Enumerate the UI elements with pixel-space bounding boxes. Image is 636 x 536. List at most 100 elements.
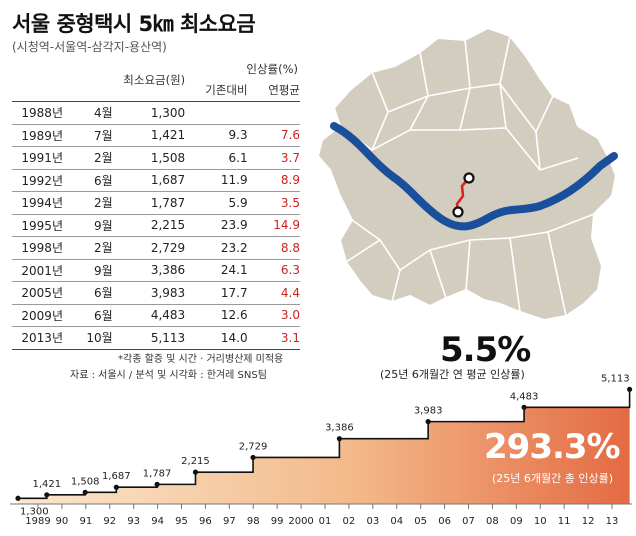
- cell-month: 6월: [94, 286, 113, 301]
- data-point: [425, 419, 431, 425]
- district-boundaries: [339, 35, 595, 317]
- annual-rate-label: (25년 6개월간 연 평균 인상률): [380, 368, 525, 381]
- total-rate-value: 293.3%: [484, 427, 621, 467]
- header-fare: 최소요금(원): [123, 72, 186, 87]
- cell-prev: 12.6: [220, 308, 248, 323]
- cell-avg: 3.1: [280, 330, 300, 345]
- cell-month: 2월: [94, 196, 113, 211]
- data-point: [44, 492, 50, 498]
- header-prev: 기존대비: [205, 83, 248, 98]
- header-increase: 인상률(%): [246, 61, 298, 76]
- annual-rate-value: 5.5%: [440, 330, 531, 370]
- data-label: 2,729: [239, 441, 268, 452]
- cell-year: 1998년: [21, 241, 63, 256]
- fare-row: 1989년 7월 1,421 9.3 7.6: [12, 124, 300, 147]
- x-tick-label: 09: [510, 516, 523, 527]
- header-avg: 연평균: [268, 83, 300, 98]
- cell-year: 1989년: [21, 128, 63, 143]
- cell-month: 2월: [94, 241, 113, 256]
- data-point: [15, 495, 21, 501]
- cell-prev: 23.2: [220, 240, 248, 255]
- data-label: 1,508: [71, 476, 100, 487]
- fare-area: [18, 389, 630, 504]
- cell-month: 6월: [94, 308, 113, 323]
- fare-row: 1988년 4월 1,300: [12, 101, 300, 124]
- x-tick-label: 90: [56, 516, 69, 527]
- cell-fare: 2,215: [150, 218, 186, 233]
- cell-month: 9월: [94, 263, 113, 278]
- cell-month: 7월: [94, 128, 113, 143]
- x-tick-label: 03: [366, 516, 379, 527]
- data-point: [192, 469, 199, 475]
- cell-prev: 17.7: [220, 285, 248, 300]
- x-tick-label: 11: [558, 516, 571, 527]
- cell-month: 4월: [94, 106, 113, 121]
- note-surcharge: *각종 할증 및 시간 · 거리병산제 미적용: [118, 354, 284, 365]
- fare-row: 1992년 6월 1,687 11.9 8.9: [12, 169, 300, 192]
- data-label: 1,300: [20, 506, 49, 517]
- cell-avg: 4.4: [280, 285, 300, 300]
- cell-avg: 14.9: [273, 218, 300, 233]
- x-tick-label: 97: [223, 516, 236, 527]
- data-point: [82, 489, 88, 495]
- cell-fare: 1,687: [150, 173, 186, 188]
- cell-prev: 6.1: [228, 150, 248, 165]
- cell-year: 2013년: [21, 331, 63, 346]
- han-river: [330, 122, 618, 231]
- cell-fare: 3,983: [150, 285, 186, 300]
- x-tick-label: 02: [343, 516, 356, 527]
- x-tick-label: 08: [486, 516, 499, 527]
- cell-month: 2월: [94, 151, 113, 166]
- data-point: [336, 436, 342, 442]
- cell-fare: 4,483: [150, 308, 186, 323]
- cell-month: 6월: [94, 173, 113, 188]
- x-tick-label: 99: [271, 516, 284, 527]
- cell-prev: 14.0: [220, 330, 248, 345]
- page-title: 서울 중형택시 5㎞ 최소요금: [12, 12, 256, 36]
- x-tick-label: 07: [462, 516, 475, 527]
- data-label: 4,483: [510, 391, 539, 402]
- x-tick-label: 2000: [288, 516, 313, 527]
- cell-prev: 5.9: [228, 195, 248, 210]
- data-point: [250, 454, 256, 461]
- fare-row: 1995년 9월 2,215 23.9 14.9: [12, 214, 300, 237]
- x-tick-label: 13: [606, 516, 619, 527]
- fare-row: 1994년 2월 1,787 5.9 3.5: [12, 192, 300, 214]
- cell-avg: 3.7: [280, 150, 300, 165]
- cell-year: 1988년: [21, 106, 63, 121]
- page-subtitle: (시청역-서울역-삼각지-용산역): [12, 40, 167, 54]
- x-tick-label: 98: [247, 516, 260, 527]
- cell-year: 1991년: [21, 151, 63, 166]
- cell-avg: 8.8: [280, 240, 300, 255]
- note-source: 자료 : 서울시 / 분석 및 시각화 : 한겨레 SNS팀: [70, 370, 267, 381]
- cell-fare: 1,787: [150, 195, 186, 210]
- data-point: [154, 481, 160, 487]
- route-end-marker: [452, 206, 464, 218]
- fare-row: 2009년 6월 4,483 12.6 3.0: [12, 304, 300, 327]
- route-start-marker: [463, 172, 475, 184]
- cell-year: 1992년: [21, 173, 63, 188]
- x-tick-label: 05: [414, 516, 427, 527]
- data-point: [113, 484, 119, 490]
- cell-fare: 5,113: [150, 330, 186, 345]
- fare-row: 1998년 2월 2,729 23.2 8.8: [12, 237, 300, 259]
- cell-avg: 3.5: [280, 195, 300, 210]
- data-point: [521, 404, 527, 410]
- cell-year: 1995년: [21, 218, 63, 233]
- data-point: [627, 386, 633, 392]
- total-rate-label: (25년 6개월간 총 인상률): [492, 472, 614, 485]
- cell-prev: 11.9: [220, 173, 248, 188]
- fare-table-body: 1988년 4월 1,300 1989년 7월 1,421 9.3 7.6 1991년 2월 1,5…: [12, 101, 300, 349]
- x-tick-label: 1989: [25, 516, 50, 527]
- cell-year: 2009년: [21, 308, 63, 323]
- cell-fare: 2,729: [150, 240, 186, 255]
- data-label: 1,787: [143, 468, 172, 479]
- x-tick-label: 06: [438, 516, 451, 527]
- x-tick-label: 12: [582, 516, 595, 527]
- data-label: 3,386: [325, 423, 354, 434]
- cell-prev: 9.3: [228, 128, 248, 143]
- x-tick-label: 95: [175, 516, 188, 527]
- cell-avg: 6.3: [280, 263, 300, 278]
- cell-fare: 3,386: [150, 263, 186, 278]
- cell-prev: 23.9: [220, 218, 248, 233]
